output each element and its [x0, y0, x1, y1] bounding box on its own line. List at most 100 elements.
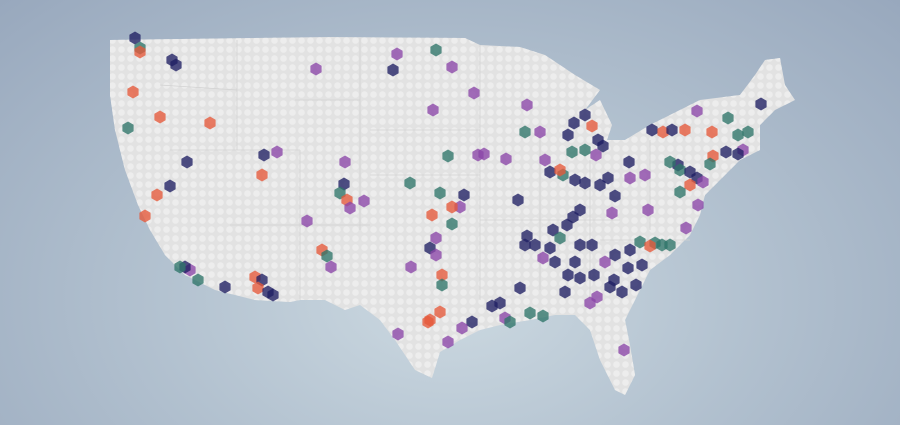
hex-marker-navy[interactable] — [623, 155, 635, 169]
hex-marker-navy[interactable] — [129, 31, 141, 45]
hex-marker-navy[interactable] — [609, 248, 621, 262]
hex-marker-purple[interactable] — [392, 327, 404, 341]
hex-marker-teal[interactable] — [122, 121, 134, 135]
hex-marker-navy[interactable] — [512, 193, 524, 207]
hex-marker-orange[interactable] — [436, 268, 448, 282]
hex-marker-navy[interactable] — [519, 238, 531, 252]
hex-marker-teal[interactable] — [664, 155, 676, 169]
hex-marker-purple[interactable] — [442, 335, 454, 349]
hex-marker-purple[interactable] — [500, 152, 512, 166]
hex-marker-teal[interactable] — [722, 111, 734, 125]
hex-marker-navy[interactable] — [387, 63, 399, 77]
hex-marker-purple[interactable] — [310, 62, 322, 76]
hex-marker-orange[interactable] — [139, 209, 151, 223]
hex-marker-purple[interactable] — [478, 147, 490, 161]
hex-marker-navy[interactable] — [588, 268, 600, 282]
hex-marker-teal[interactable] — [436, 278, 448, 292]
hex-marker-purple[interactable] — [468, 86, 480, 100]
hex-marker-navy[interactable] — [646, 123, 658, 137]
hex-marker-navy[interactable] — [602, 171, 614, 185]
hex-marker-navy[interactable] — [170, 58, 182, 72]
hex-marker-navy[interactable] — [732, 147, 744, 161]
hex-marker-navy[interactable] — [579, 176, 591, 190]
hex-marker-navy[interactable] — [586, 238, 598, 252]
hex-marker-orange[interactable] — [644, 239, 656, 253]
hex-marker-navy[interactable] — [622, 261, 634, 275]
hex-marker-teal[interactable] — [566, 145, 578, 159]
hex-marker-navy[interactable] — [616, 285, 628, 299]
hex-marker-purple[interactable] — [697, 175, 709, 189]
hex-marker-teal[interactable] — [742, 125, 754, 139]
hex-marker-purple[interactable] — [680, 221, 692, 235]
hex-marker-purple[interactable] — [430, 231, 442, 245]
hex-marker-navy[interactable] — [544, 165, 556, 179]
hex-marker-purple[interactable] — [590, 148, 602, 162]
hex-marker-purple[interactable] — [534, 125, 546, 139]
hex-marker-purple[interactable] — [325, 260, 337, 274]
hex-marker-navy[interactable] — [561, 218, 573, 232]
hex-marker-orange[interactable] — [679, 123, 691, 137]
hex-marker-orange[interactable] — [434, 305, 446, 319]
hex-marker-orange[interactable] — [256, 168, 268, 182]
hex-marker-teal[interactable] — [321, 249, 333, 263]
hex-marker-navy[interactable] — [720, 145, 732, 159]
hex-marker-purple[interactable] — [521, 98, 533, 112]
hex-marker-navy[interactable] — [466, 315, 478, 329]
hex-marker-navy[interactable] — [569, 255, 581, 269]
hex-marker-teal[interactable] — [664, 238, 676, 252]
hex-marker-purple[interactable] — [691, 104, 703, 118]
hex-marker-navy[interactable] — [458, 188, 470, 202]
hex-marker-navy[interactable] — [514, 281, 526, 295]
hex-marker-orange[interactable] — [154, 110, 166, 124]
hex-marker-teal[interactable] — [504, 315, 516, 329]
hex-marker-purple[interactable] — [271, 145, 283, 159]
hex-marker-purple[interactable] — [606, 206, 618, 220]
hex-marker-orange[interactable] — [151, 188, 163, 202]
hex-marker-purple[interactable] — [624, 171, 636, 185]
hex-marker-purple[interactable] — [339, 155, 351, 169]
hex-marker-teal[interactable] — [634, 235, 646, 249]
hex-marker-navy[interactable] — [604, 280, 616, 294]
hex-marker-purple[interactable] — [618, 343, 630, 357]
hex-marker-navy[interactable] — [547, 223, 559, 237]
hex-marker-navy[interactable] — [164, 179, 176, 193]
hex-marker-teal[interactable] — [674, 163, 686, 177]
hex-marker-navy[interactable] — [609, 189, 621, 203]
hex-marker-purple[interactable] — [301, 214, 313, 228]
hex-marker-purple[interactable] — [446, 60, 458, 74]
hex-marker-teal[interactable] — [442, 149, 454, 163]
hex-marker-orange[interactable] — [422, 315, 434, 329]
hex-marker-purple[interactable] — [430, 248, 442, 262]
hex-marker-orange[interactable] — [446, 200, 458, 214]
hex-marker-teal[interactable] — [192, 273, 204, 287]
hex-marker-purple[interactable] — [427, 103, 439, 117]
hex-marker-purple[interactable] — [405, 260, 417, 274]
hex-marker-navy[interactable] — [258, 148, 270, 162]
hex-marker-purple[interactable] — [537, 251, 549, 265]
hex-marker-navy[interactable] — [544, 241, 556, 255]
hex-marker-teal[interactable] — [732, 128, 744, 142]
hex-marker-teal[interactable] — [174, 260, 186, 274]
hex-marker-purple[interactable] — [456, 321, 468, 335]
hex-marker-orange[interactable] — [426, 208, 438, 222]
hex-marker-teal[interactable] — [554, 231, 566, 245]
hex-marker-orange[interactable] — [252, 281, 264, 295]
hex-marker-navy[interactable] — [624, 243, 636, 257]
hex-marker-orange[interactable] — [204, 116, 216, 130]
hex-marker-orange[interactable] — [657, 125, 669, 139]
hex-marker-teal[interactable] — [404, 176, 416, 190]
hex-marker-purple[interactable] — [584, 296, 596, 310]
hex-marker-purple[interactable] — [391, 47, 403, 61]
hex-marker-navy[interactable] — [636, 258, 648, 272]
hex-marker-teal[interactable] — [519, 125, 531, 139]
hex-marker-orange[interactable] — [684, 178, 696, 192]
hex-marker-teal[interactable] — [537, 309, 549, 323]
hex-marker-navy[interactable] — [549, 255, 561, 269]
hex-marker-navy[interactable] — [219, 280, 231, 294]
hex-marker-navy[interactable] — [562, 128, 574, 142]
hex-marker-navy[interactable] — [594, 178, 606, 192]
hex-marker-orange[interactable] — [706, 125, 718, 139]
hex-marker-teal[interactable] — [704, 157, 716, 171]
hex-marker-navy[interactable] — [630, 278, 642, 292]
